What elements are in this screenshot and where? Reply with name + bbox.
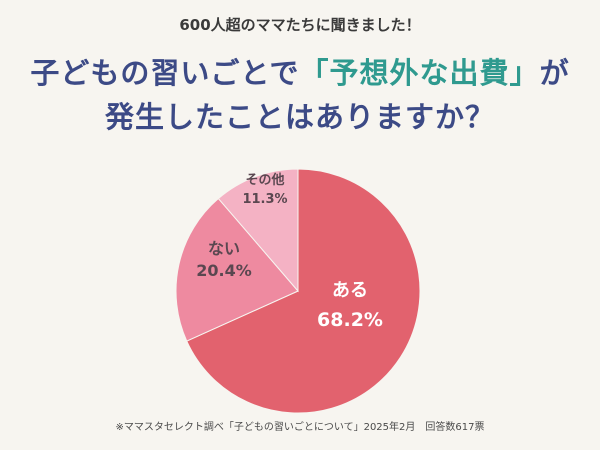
pie-slice-0	[186, 168, 421, 414]
slice-value-0: 68.2%	[317, 309, 383, 331]
slice-value-2: 11.3%	[242, 192, 287, 207]
title-post: が	[539, 56, 570, 90]
question-title-line1: 子どもの習いごとで「予想外な出費」が	[0, 50, 600, 92]
title-highlight: 「予想外な出費」	[299, 56, 540, 90]
source-footnote: ※ママスタセレクト調べ「子どもの習いごとについて」2025年2月 回答数617票	[115, 422, 485, 433]
question-title-line2: 発生したことはありますか？	[104, 100, 495, 134]
survey-eyebrow: 600人超のママたちに聞きました！	[179, 16, 421, 34]
slice-label-0: ある	[332, 280, 368, 301]
slice-value-1: 20.4%	[196, 261, 252, 280]
title-pre: 子どもの習いごとで	[30, 56, 300, 90]
pie-slice-2	[217, 168, 299, 293]
pie-slice-1	[175, 197, 299, 342]
slice-label-2: その他	[245, 172, 284, 188]
slice-label-1: ない	[208, 239, 240, 258]
